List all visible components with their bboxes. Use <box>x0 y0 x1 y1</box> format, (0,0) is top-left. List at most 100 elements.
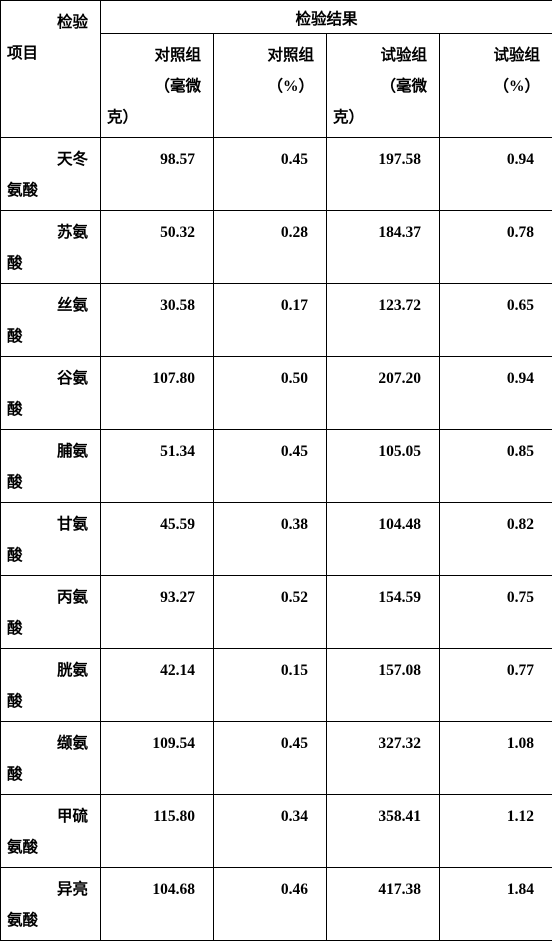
cell: 50.32 <box>101 211 214 284</box>
sub-l2: （%） <box>267 78 314 95</box>
cell-value: 51.34 <box>160 443 195 460</box>
cell: 0.45 <box>214 430 327 503</box>
cell: 98.57 <box>101 138 214 211</box>
cell-value: 50.32 <box>160 224 195 241</box>
amino-acid-table: 检验项目检验结果对照组（毫微克）对照组（%）试验组（毫微克）试验组（%）天冬氨酸… <box>0 0 552 941</box>
cell-value: 0.82 <box>507 516 534 533</box>
cell: 0.50 <box>214 357 327 430</box>
cell-value: 98.57 <box>160 151 195 168</box>
cell: 0.82 <box>440 503 552 576</box>
cell: 115.80 <box>101 795 214 868</box>
cell-value: 115.80 <box>153 808 195 825</box>
header-col1: 检验项目 <box>1 1 101 138</box>
row-name-l2: 氨酸 <box>1 905 88 936</box>
row-name-l2: 酸 <box>1 759 88 790</box>
table-row: 苏氨酸50.320.28184.370.78 <box>1 211 552 284</box>
row-name-l1: 缬氨 <box>57 735 88 752</box>
cell: 0.85 <box>440 430 552 503</box>
cell-value: 93.27 <box>160 589 195 606</box>
sub-l3: 克） <box>101 102 201 133</box>
cell: 0.52 <box>214 576 327 649</box>
cell: 0.78 <box>440 211 552 284</box>
cell-value: 327.32 <box>378 735 421 752</box>
table-row: 甲硫氨酸 115.80 0.34 358.41 1.12 <box>1 795 552 868</box>
sub-l1: 试验组 <box>380 47 427 64</box>
cell: 0.94 <box>440 138 552 211</box>
cell: 45.59 <box>101 503 214 576</box>
cell-value: 0.85 <box>507 443 534 460</box>
cell-value: 0.46 <box>281 881 308 898</box>
cell-value: 0.34 <box>281 808 308 825</box>
cell-value: 0.94 <box>507 151 534 168</box>
row-name-l1: 天冬 <box>57 151 88 168</box>
cell: 42.14 <box>101 649 214 722</box>
row-label: 天冬氨酸 <box>1 138 101 211</box>
cell-value: 0.77 <box>507 662 534 679</box>
row-name-l2: 酸 <box>1 686 88 717</box>
row-label: 缬氨酸 <box>1 722 101 795</box>
row-name-l2: 酸 <box>1 540 88 571</box>
cell-value: 207.20 <box>378 370 421 387</box>
cell: 207.20 <box>327 357 440 430</box>
cell: 327.32 <box>327 722 440 795</box>
table-row: 天冬氨酸98.570.45197.580.94 <box>1 138 552 211</box>
cell-value: 0.50 <box>281 370 308 387</box>
table-row: 丝氨酸30.580.17123.720.65 <box>1 284 552 357</box>
cell: 0.15 <box>214 649 327 722</box>
header-sub-1: 对照组（%） <box>214 34 327 138</box>
cell: 0.34 <box>214 795 327 868</box>
cell-value: 0.65 <box>507 297 534 314</box>
cell: 417.38 <box>327 868 440 941</box>
row-name-l1: 丙氨 <box>57 589 88 606</box>
cell: 109.54 <box>101 722 214 795</box>
sub-l2: （%） <box>494 78 541 95</box>
cell-value: 0.45 <box>281 443 308 460</box>
cell-value: 30.58 <box>160 297 195 314</box>
cell-value: 417.38 <box>378 881 421 898</box>
header-sub-3: 试验组（%） <box>440 34 552 138</box>
cell: 93.27 <box>101 576 214 649</box>
cell: 1.84 <box>440 868 552 941</box>
cell: 0.17 <box>214 284 327 357</box>
sub-l2: （毫微 <box>154 78 201 95</box>
row-name-l2: 酸 <box>1 613 88 644</box>
cell-value: 358.41 <box>378 808 421 825</box>
row-name-l1: 甲硫 <box>57 808 88 825</box>
cell: 51.34 <box>101 430 214 503</box>
cell-value: 157.08 <box>378 662 421 679</box>
cell-value: 197.58 <box>378 151 421 168</box>
row-label: 苏氨酸 <box>1 211 101 284</box>
cell: 123.72 <box>327 284 440 357</box>
table-row: 缬氨酸109.540.45327.321.08 <box>1 722 552 795</box>
row-label: 脯氨酸 <box>1 430 101 503</box>
cell-value: 42.14 <box>160 662 195 679</box>
cell: 358.41 <box>327 795 440 868</box>
sub-l3: 克） <box>327 102 427 133</box>
header-sub-2: 试验组（毫微克） <box>327 34 440 138</box>
row-name-l2: 氨酸 <box>1 832 88 863</box>
cell-value: 0.15 <box>281 662 308 679</box>
cell: 154.59 <box>327 576 440 649</box>
row-name-l1: 胱氨 <box>57 662 88 679</box>
cell: 104.48 <box>327 503 440 576</box>
cell: 105.05 <box>327 430 440 503</box>
cell-value: 154.59 <box>378 589 421 606</box>
row-name-l2: 酸 <box>1 467 88 498</box>
cell-value: 0.45 <box>281 735 308 752</box>
cell-value: 1.12 <box>507 808 534 825</box>
row-label: 胱氨酸 <box>1 649 101 722</box>
cell-value: 0.94 <box>507 370 534 387</box>
header-sub-0: 对照组（毫微克） <box>101 34 214 138</box>
row-name-l2: 酸 <box>1 248 88 279</box>
cell: 0.94 <box>440 357 552 430</box>
cell-value: 0.38 <box>281 516 308 533</box>
cell-value: 0.17 <box>281 297 308 314</box>
row-name-l1: 脯氨 <box>57 443 88 460</box>
cell-value: 104.68 <box>152 881 195 898</box>
row-label: 甲硫氨酸 <box>1 795 101 868</box>
row-name-l2: 酸 <box>1 394 88 425</box>
cell-value: 0.52 <box>281 589 308 606</box>
row-label: 甘氨酸 <box>1 503 101 576</box>
cell-value: 123.72 <box>378 297 421 314</box>
cell: 0.38 <box>214 503 327 576</box>
